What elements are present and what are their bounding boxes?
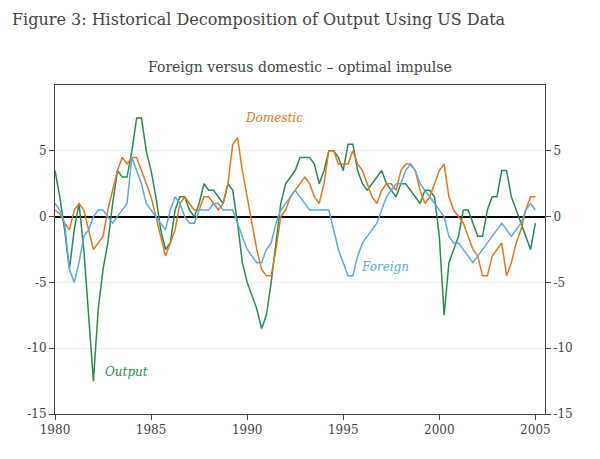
svg-text:Figure 3: Historical Decomposi: Figure 3: Historical Decomposition of Ou… — [12, 10, 506, 29]
svg-text:Domestic: Domestic — [245, 111, 303, 125]
svg-text:-15: -15 — [553, 407, 572, 421]
svg-text:-5: -5 — [553, 276, 565, 290]
svg-text:0: 0 — [39, 210, 47, 224]
svg-text:-15: -15 — [27, 407, 46, 421]
svg-text:Foreign: Foreign — [361, 260, 409, 274]
svg-text:-10: -10 — [553, 341, 572, 355]
svg-text:Output: Output — [105, 365, 148, 379]
svg-text:1980: 1980 — [40, 423, 71, 437]
svg-text:Foreign versus domestic – opti: Foreign versus domestic – optimal impuls… — [148, 59, 452, 75]
svg-text:1990: 1990 — [232, 423, 263, 437]
svg-text:-5: -5 — [35, 276, 47, 290]
svg-text:1995: 1995 — [328, 423, 359, 437]
svg-text:1985: 1985 — [136, 423, 167, 437]
svg-text:2000: 2000 — [424, 423, 455, 437]
svg-text:-10: -10 — [27, 341, 46, 355]
svg-text:5: 5 — [553, 144, 561, 158]
svg-text:5: 5 — [39, 144, 47, 158]
svg-text:0: 0 — [553, 210, 561, 224]
svg-text:2005: 2005 — [520, 423, 551, 437]
